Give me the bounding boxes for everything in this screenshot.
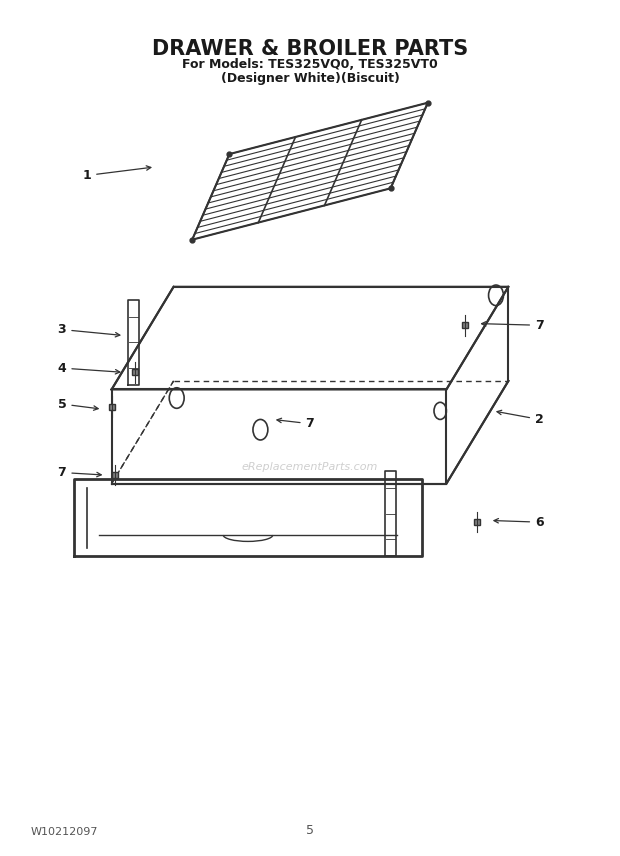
Text: 2: 2 — [497, 410, 544, 426]
Text: (Designer White)(Biscuit): (Designer White)(Biscuit) — [221, 72, 399, 85]
Text: 5: 5 — [306, 824, 314, 837]
Text: 7: 7 — [482, 318, 544, 332]
Text: eReplacementParts.com: eReplacementParts.com — [242, 461, 378, 472]
Text: 6: 6 — [494, 515, 544, 529]
Text: 1: 1 — [82, 166, 151, 182]
Text: 7: 7 — [58, 466, 101, 479]
Text: W10212097: W10212097 — [31, 827, 99, 837]
Text: 7: 7 — [277, 417, 314, 431]
Text: DRAWER & BROILER PARTS: DRAWER & BROILER PARTS — [152, 39, 468, 58]
Text: 3: 3 — [58, 323, 120, 337]
Text: 4: 4 — [58, 361, 120, 375]
Text: For Models: TES325VQ0, TES325VT0: For Models: TES325VQ0, TES325VT0 — [182, 58, 438, 71]
Text: 5: 5 — [58, 397, 98, 411]
